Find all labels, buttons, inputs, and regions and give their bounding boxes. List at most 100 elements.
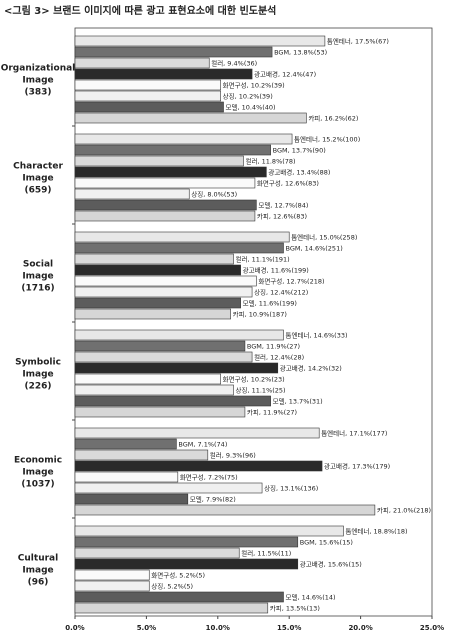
bar [74,504,376,516]
x-tick-label: 0.0% [65,624,84,632]
bar [74,35,326,47]
bar [74,286,253,298]
value-label: 컬러, 11.5%(11) [241,549,291,558]
value-label: BGM, 13.8%(53) [274,49,327,57]
category-label: Image [22,76,53,86]
value-label: 화면구성, 12.7%(218) [258,277,324,286]
bar [74,460,323,472]
bar [74,558,299,570]
value-label: 화면구성, 12.6%(83) [257,179,319,188]
bar [74,580,150,592]
value-label: 모델, 14.6%(14) [285,594,335,602]
bar [74,449,209,461]
bar [74,90,221,102]
bar [74,68,253,80]
category-label: (383) [24,88,51,98]
bar [74,493,189,505]
value-label: 컬러, 9.4%(36) [211,59,257,68]
value-label: 화면구성, 5.2%(5) [151,571,205,580]
value-label: 컬러, 9.3%(96) [210,451,256,460]
value-label: 컬러, 11.1%(191) [236,255,290,264]
value-label: BGM, 14.6%(251) [285,245,342,253]
value-label: 카피, 16.2%(62) [308,114,358,123]
category-label: Economic [14,456,62,466]
category-label: Symbolic [15,358,61,368]
category-label: Character [13,162,63,172]
value-label: 톱엔테너, 14.6%(33) [285,331,347,340]
bar [74,188,190,200]
value-label: 광고배경, 13.4%(88) [268,168,330,177]
x-tick-label: 25.0% [420,624,444,632]
bar [74,133,293,145]
value-label: 카피, 13.5%(13) [270,604,320,613]
value-label: 상징, 11.1%(25) [236,386,286,395]
value-label: BGM, 11.9%(27) [247,343,300,351]
bar [74,112,307,124]
x-tick-label: 20.0% [348,624,372,632]
value-label: 상징, 12.4%(212) [254,288,308,297]
x-tick-label: 5.0% [137,624,156,632]
value-label: 카피, 11.9%(27) [247,408,297,417]
value-label: 화면구성, 10.2%(39) [223,81,285,90]
category-label: Organizational [1,64,76,74]
value-label: 카피, 12.6%(83) [257,212,307,221]
value-label: 톱엔테너, 15.0%(258) [291,233,357,242]
category-label: (96) [28,578,49,588]
category-label: (226) [24,382,51,392]
bar [74,308,231,320]
bar [74,569,150,581]
category-label: Image [22,174,53,184]
value-label: 카피, 21.0%(218) [377,506,431,515]
value-label: 톱엔테너, 17.1%(177) [321,429,387,438]
value-label: 톱엔테너, 17.5%(67) [327,37,389,46]
bar [74,351,253,363]
value-label: 화면구성, 10.2%(23) [223,375,285,384]
category-label: Image [22,272,53,282]
bar [74,57,210,69]
bar [74,264,241,276]
bar [74,536,299,548]
bar [74,166,267,178]
bar [74,101,224,113]
value-label: BGM, 13.7%(90) [273,147,326,155]
value-label: 광고배경, 15.6%(15) [300,560,362,569]
category-label: Image [22,370,53,380]
value-label: BGM, 7.1%(74) [178,441,227,449]
bar [74,471,179,483]
value-label: 상징, 13.1%(136) [264,484,318,493]
bar [74,210,256,222]
bar [74,79,221,91]
bar [74,155,244,167]
bar [74,297,241,309]
value-label: 컬러, 11.8%(78) [246,157,296,166]
bar [74,406,246,418]
x-tick-label: 15.0% [277,624,301,632]
bar [74,525,344,537]
bar [74,329,284,341]
bar [74,275,257,287]
value-label: 광고배경, 17.3%(179) [324,462,390,471]
category-label: (1037) [21,480,54,490]
bar [74,253,234,265]
value-label: 컬러, 12.4%(28) [254,353,304,362]
value-label: 광고배경, 11.6%(199) [243,266,309,275]
category-label: Cultural [18,554,58,564]
value-label: 광고배경, 12.4%(47) [254,70,316,79]
bar [74,177,256,189]
bar [74,340,246,352]
value-label: 톱엔테너, 15.2%(100) [294,135,360,144]
x-tick-label: 10.0% [206,624,230,632]
bar [74,438,177,450]
value-label: 모델, 7.9%(82) [190,496,236,504]
bar [74,231,290,243]
bar [74,427,320,439]
category-label: (659) [24,186,51,196]
value-label: 화면구성, 7.2%(75) [180,473,238,482]
value-label: 모델, 13.7%(31) [273,398,323,406]
category-label: (1716) [21,284,54,294]
value-label: 상징, 8.0%(53) [191,190,237,199]
bar [74,591,284,603]
bar [74,46,273,58]
value-label: 상징, 5.2%(5) [151,582,193,591]
